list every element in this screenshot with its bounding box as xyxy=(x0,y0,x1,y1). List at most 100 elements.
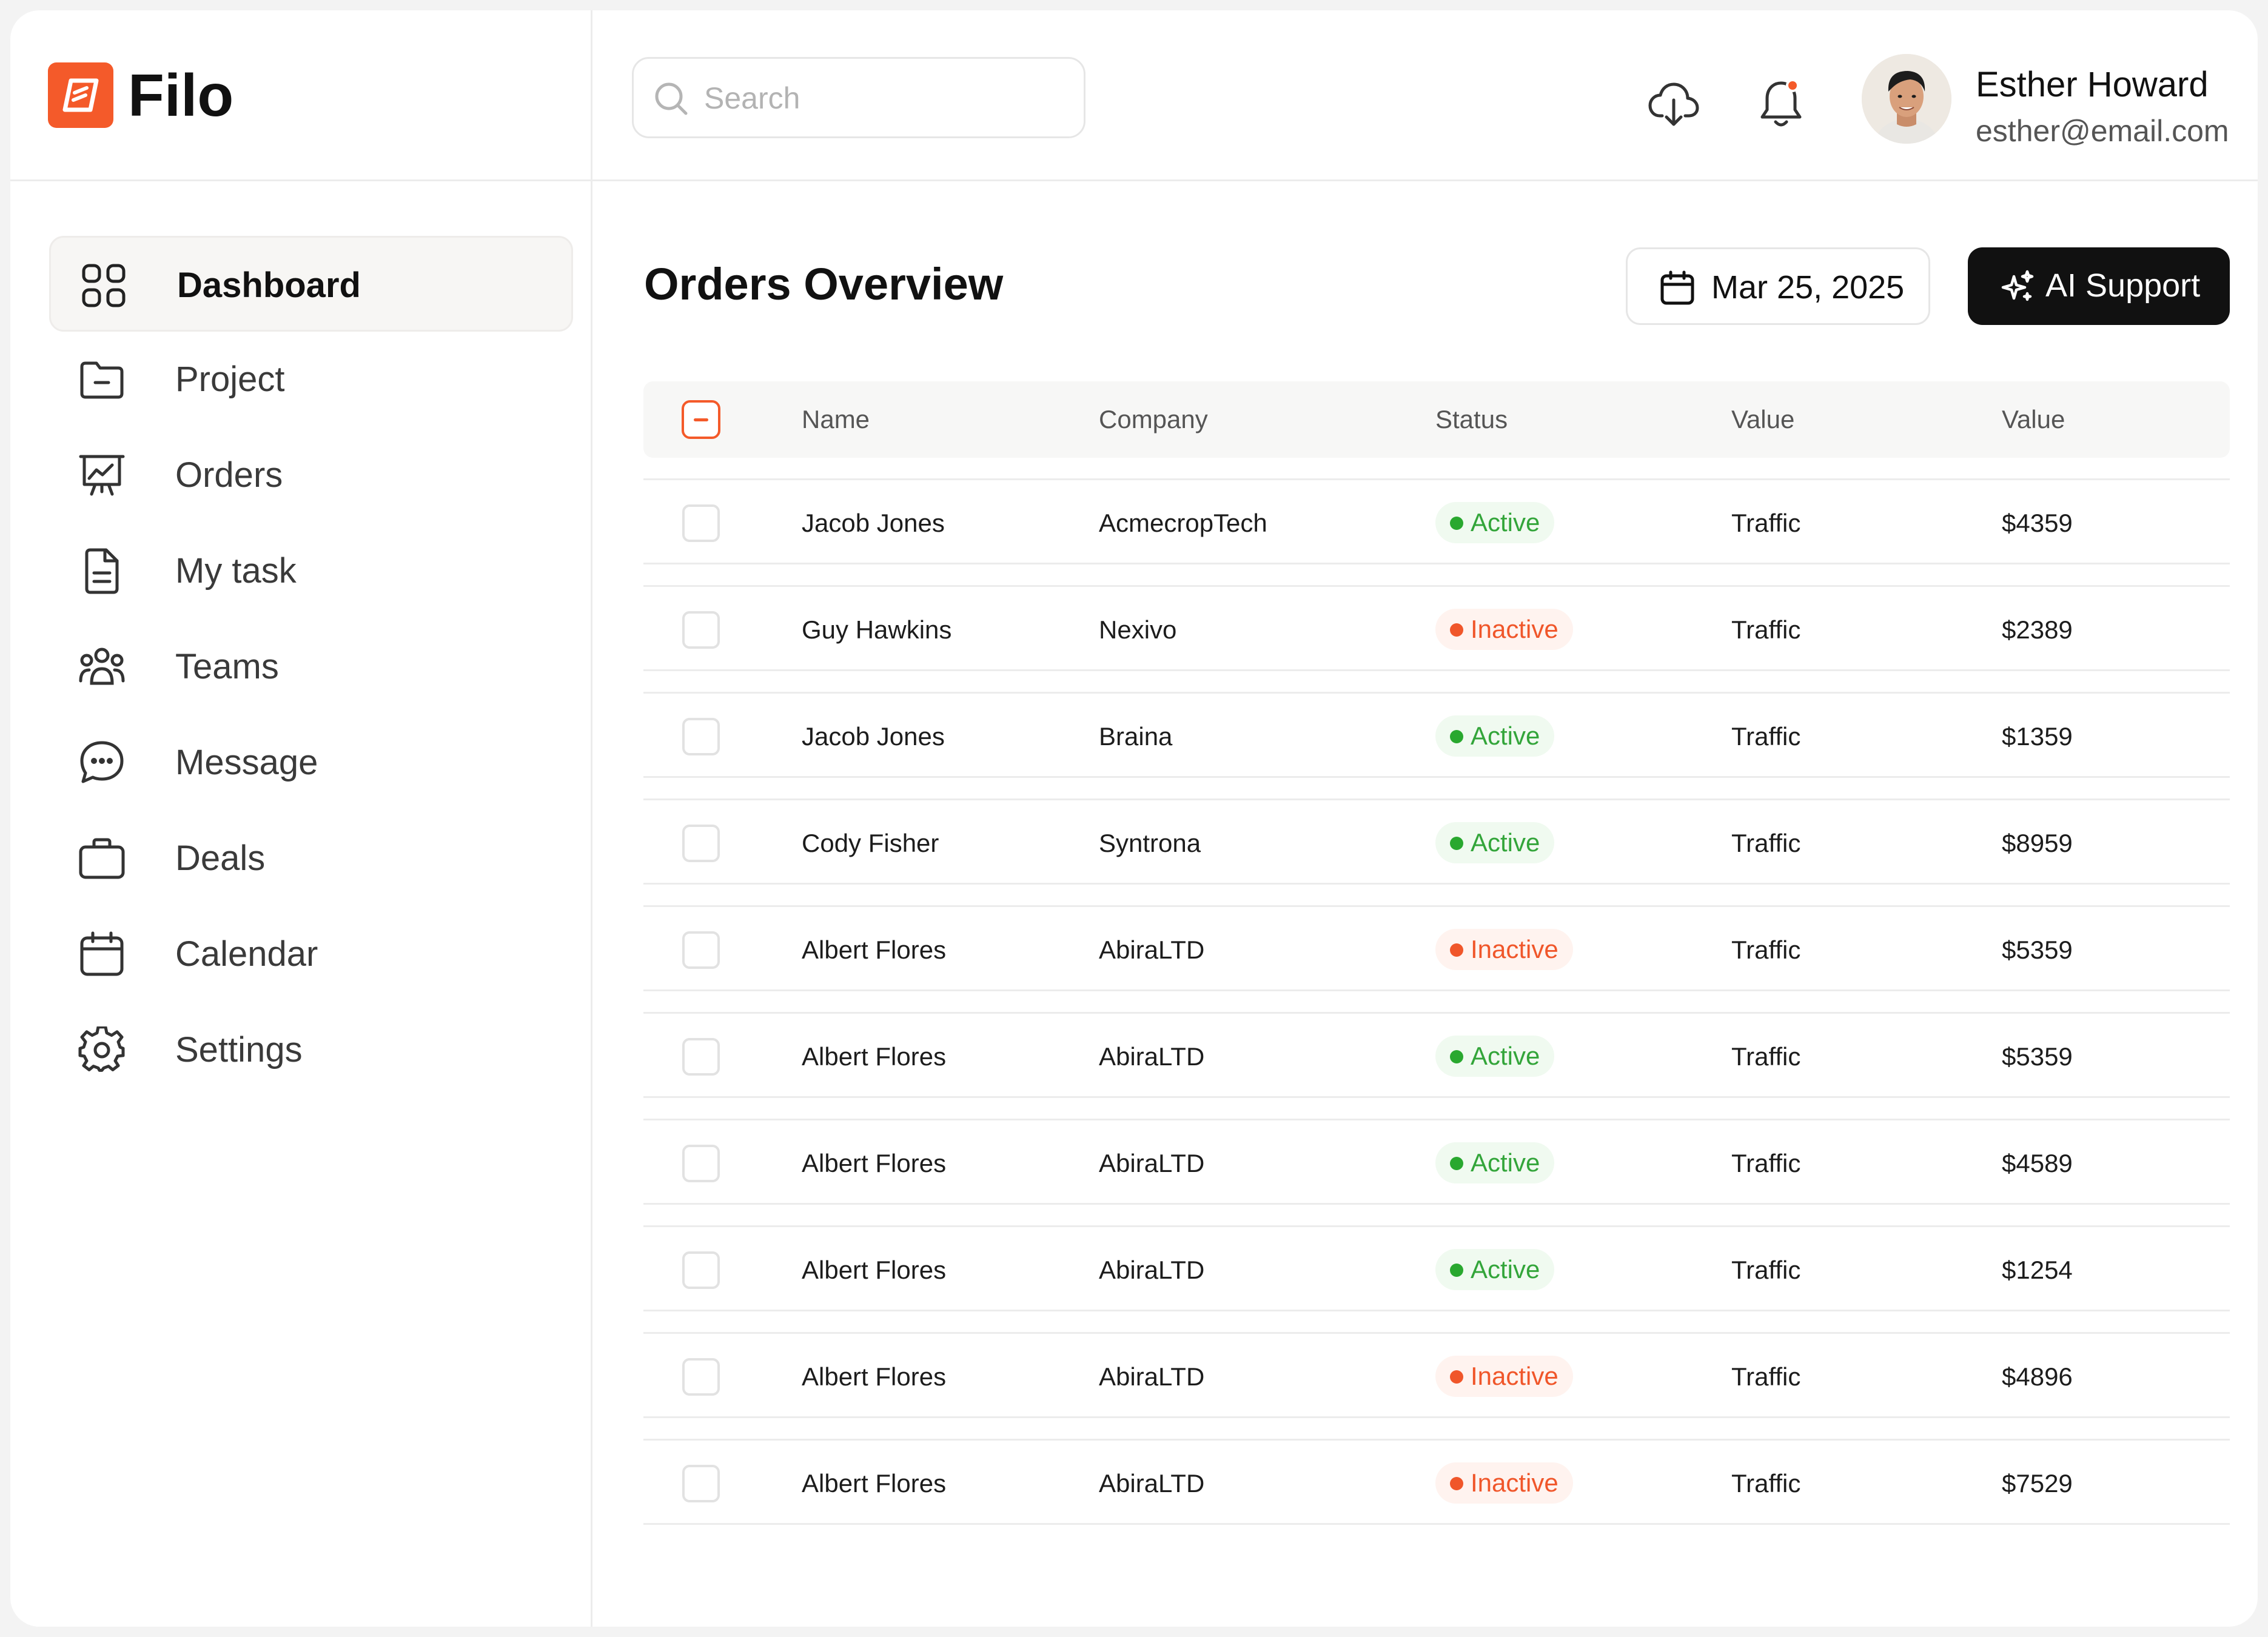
column-header-company[interactable]: Company xyxy=(1099,405,1208,434)
chat-bubble-icon xyxy=(78,739,126,786)
row-checkbox[interactable] xyxy=(682,504,720,542)
row-checkbox[interactable] xyxy=(682,1145,720,1182)
table-row[interactable]: Jacob Jones Braina Traffic $1359 Active xyxy=(643,692,2230,778)
cell-name: Cody Fisher xyxy=(802,829,939,857)
dashboard-grid-icon xyxy=(80,262,127,309)
sidebar-item-label: Calendar xyxy=(175,934,318,974)
cell-value: $2389 xyxy=(2002,615,2073,644)
table-row[interactable]: Guy Hawkins Nexivo Traffic $2389 Inactive xyxy=(643,585,2230,671)
cell-company: AbiraLTD xyxy=(1099,1362,1205,1391)
row-checkbox[interactable] xyxy=(682,825,720,862)
cell-value: $4359 xyxy=(2002,509,2073,537)
cell-company: Braina xyxy=(1099,722,1173,751)
cell-value: $4896 xyxy=(2002,1362,2073,1391)
ai-support-label: AI Support xyxy=(2045,267,2201,304)
search-box[interactable] xyxy=(632,57,1085,138)
status-badge: Active xyxy=(1435,1142,1555,1183)
table-row[interactable]: Albert Flores AbiraLTD Traffic $4589 Active xyxy=(643,1119,2230,1205)
cell-name: Albert Flores xyxy=(802,1469,947,1498)
cell-name: Albert Flores xyxy=(802,1042,947,1071)
sidebar-item-orders[interactable]: Orders xyxy=(49,427,573,523)
sidebar-item-label: Message xyxy=(175,743,318,782)
cell-type: Traffic xyxy=(1731,829,1801,857)
sidebar-item-calendar[interactable]: Calendar xyxy=(49,906,573,1002)
row-checkbox[interactable] xyxy=(682,1358,720,1396)
page-title: Orders Overview xyxy=(644,259,1004,309)
column-header-type[interactable]: Value xyxy=(1731,405,1795,434)
brand-name: Filo xyxy=(128,62,234,129)
status-badge: Active xyxy=(1435,822,1555,863)
table-row[interactable]: Jacob Jones AcmecropTech Traffic $4359 Activ… xyxy=(643,478,2230,564)
cell-name: Jacob Jones xyxy=(802,509,945,537)
bell-icon[interactable] xyxy=(1755,78,1807,130)
cell-value: $4589 xyxy=(2002,1149,2073,1177)
column-header-status[interactable]: Status xyxy=(1435,405,1508,434)
sidebar-item-dashboard[interactable]: Dashboard xyxy=(49,236,573,332)
search-input[interactable] xyxy=(704,71,1068,126)
cloud-download-icon[interactable] xyxy=(1648,78,1700,130)
sidebar-item-deals[interactable]: Deals xyxy=(49,811,573,906)
presentation-chart-icon xyxy=(78,452,126,499)
user-name: Esther Howard xyxy=(1976,65,2209,104)
status-badge: Active xyxy=(1435,715,1555,757)
row-checkbox[interactable] xyxy=(682,931,720,969)
table-row[interactable]: Cody Fisher Syntrona Traffic $8959 Active xyxy=(643,798,2230,885)
cell-value: $7529 xyxy=(2002,1469,2073,1498)
document-icon xyxy=(78,547,126,595)
table-row[interactable]: Albert Flores AbiraLTD Traffic $4896 Inactiv… xyxy=(643,1332,2230,1418)
cell-name: Albert Flores xyxy=(802,1149,947,1177)
cell-name: Jacob Jones xyxy=(802,722,945,751)
filo-logo-icon[interactable] xyxy=(48,62,113,128)
status-badge: Inactive xyxy=(1435,1356,1573,1397)
row-checkbox[interactable] xyxy=(682,718,720,755)
column-header-name[interactable]: Name xyxy=(802,405,870,434)
cell-type: Traffic xyxy=(1731,1362,1801,1391)
cell-type: Traffic xyxy=(1731,722,1801,751)
users-icon xyxy=(78,643,126,691)
select-all-checkbox[interactable] xyxy=(682,400,720,439)
row-checkbox[interactable] xyxy=(682,1038,720,1076)
cell-value: $5359 xyxy=(2002,936,2073,964)
cell-type: Traffic xyxy=(1731,1149,1801,1177)
sidebar-nav: Dashboard Project Orders xyxy=(49,236,573,1098)
sidebar-item-message[interactable]: Message xyxy=(49,715,573,811)
status-badge: Active xyxy=(1435,1036,1555,1077)
cell-name: Albert Flores xyxy=(802,936,947,964)
gear-icon xyxy=(78,1026,126,1074)
table-row[interactable]: Albert Flores AbiraLTD Traffic $5359 Active xyxy=(643,1012,2230,1098)
date-label: Mar 25, 2025 xyxy=(1711,269,1905,306)
search-icon xyxy=(655,82,688,115)
calendar-icon xyxy=(1659,270,1696,306)
user-email: esther@email.com xyxy=(1976,114,2229,148)
sidebar-item-settings[interactable]: Settings xyxy=(49,1002,573,1098)
cell-type: Traffic xyxy=(1731,1042,1801,1071)
sidebar-item-my-task[interactable]: My task xyxy=(49,523,573,619)
table-row[interactable]: Albert Flores AbiraLTD Traffic $1254 Active xyxy=(643,1225,2230,1311)
row-checkbox[interactable] xyxy=(682,611,720,649)
row-checkbox[interactable] xyxy=(682,1465,720,1502)
folder-icon xyxy=(78,356,126,403)
table-row[interactable]: Albert Flores AbiraLTD Traffic $7529 Inactiv… xyxy=(643,1439,2230,1525)
cell-company: AbiraLTD xyxy=(1099,1469,1205,1498)
row-checkbox[interactable] xyxy=(682,1251,720,1289)
sidebar-item-label: Project xyxy=(175,360,285,399)
sidebar-item-label: Teams xyxy=(175,647,279,686)
cell-company: AbiraLTD xyxy=(1099,1256,1205,1284)
column-header-value[interactable]: Value xyxy=(2002,405,2065,434)
sidebar-item-label: My task xyxy=(175,551,297,591)
brand: Filo xyxy=(10,10,592,181)
cell-value: $5359 xyxy=(2002,1042,2073,1071)
cell-type: Traffic xyxy=(1731,1469,1801,1498)
table-row[interactable]: Albert Flores AbiraLTD Traffic $5359 Inactiv… xyxy=(643,905,2230,991)
sidebar-item-project[interactable]: Project xyxy=(49,332,573,427)
sidebar: Filo Dashboard Proje xyxy=(10,10,592,1627)
cell-name: Albert Flores xyxy=(802,1256,947,1284)
ai-support-button[interactable]: AI Support xyxy=(1968,247,2230,325)
cell-company: AbiraLTD xyxy=(1099,936,1205,964)
date-picker-button[interactable]: Mar 25, 2025 xyxy=(1626,247,1930,325)
status-badge: Inactive xyxy=(1435,1462,1573,1504)
sidebar-item-teams[interactable]: Teams xyxy=(49,619,573,715)
sparkle-icon xyxy=(1999,269,2035,304)
avatar[interactable] xyxy=(1862,54,1951,144)
cell-type: Traffic xyxy=(1731,509,1801,537)
